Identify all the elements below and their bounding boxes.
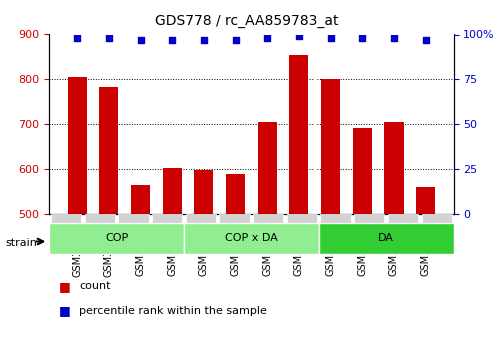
Text: ■: ■ bbox=[59, 304, 71, 317]
FancyBboxPatch shape bbox=[287, 214, 317, 223]
Point bbox=[358, 35, 366, 41]
FancyBboxPatch shape bbox=[253, 214, 283, 223]
Bar bbox=[226, 175, 245, 214]
Point bbox=[295, 33, 303, 39]
Point bbox=[137, 37, 144, 43]
FancyBboxPatch shape bbox=[354, 214, 385, 223]
Point bbox=[105, 35, 113, 41]
FancyBboxPatch shape bbox=[152, 214, 182, 223]
Bar bbox=[100, 87, 118, 214]
Bar bbox=[194, 170, 213, 214]
FancyBboxPatch shape bbox=[184, 223, 319, 254]
FancyBboxPatch shape bbox=[51, 214, 81, 223]
FancyBboxPatch shape bbox=[319, 223, 454, 254]
Point bbox=[263, 35, 271, 41]
Text: strain: strain bbox=[5, 238, 37, 248]
Bar bbox=[385, 122, 403, 214]
Text: COP x DA: COP x DA bbox=[225, 233, 278, 243]
FancyBboxPatch shape bbox=[320, 214, 351, 223]
Point bbox=[422, 37, 429, 43]
Bar bbox=[68, 77, 87, 214]
Text: ■: ■ bbox=[59, 280, 71, 293]
Point bbox=[390, 35, 398, 41]
FancyBboxPatch shape bbox=[422, 214, 452, 223]
FancyBboxPatch shape bbox=[219, 214, 250, 223]
FancyBboxPatch shape bbox=[186, 214, 216, 223]
FancyBboxPatch shape bbox=[118, 214, 149, 223]
Bar bbox=[163, 168, 182, 214]
Point bbox=[232, 37, 240, 43]
Bar bbox=[416, 187, 435, 214]
Bar bbox=[321, 79, 340, 214]
FancyBboxPatch shape bbox=[85, 214, 115, 223]
FancyBboxPatch shape bbox=[49, 223, 184, 254]
Bar bbox=[131, 185, 150, 214]
Text: GDS778 / rc_AA859783_at: GDS778 / rc_AA859783_at bbox=[155, 14, 338, 28]
Bar bbox=[289, 55, 309, 214]
Point bbox=[73, 35, 81, 41]
FancyBboxPatch shape bbox=[388, 214, 418, 223]
Text: count: count bbox=[79, 282, 110, 291]
Text: percentile rank within the sample: percentile rank within the sample bbox=[79, 306, 267, 315]
Point bbox=[168, 37, 176, 43]
Text: COP: COP bbox=[105, 233, 128, 243]
Bar bbox=[353, 128, 372, 214]
Text: DA: DA bbox=[378, 233, 394, 243]
Point bbox=[200, 37, 208, 43]
Point bbox=[327, 35, 335, 41]
Bar bbox=[258, 122, 277, 214]
